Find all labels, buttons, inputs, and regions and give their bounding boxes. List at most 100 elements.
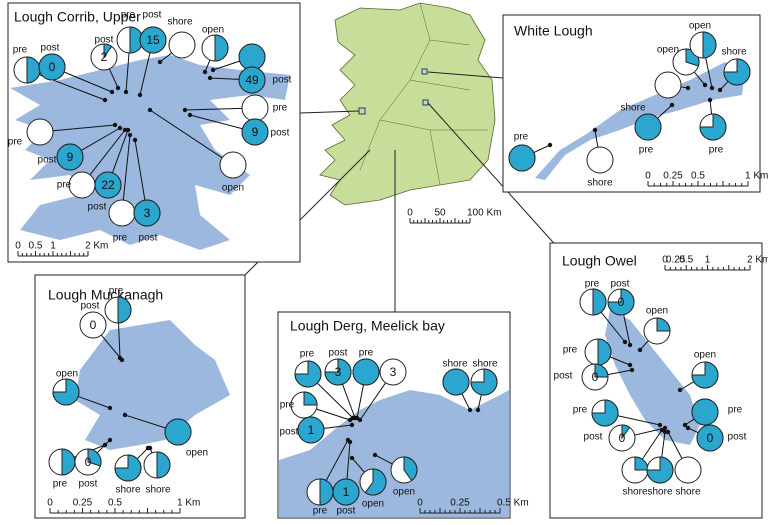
pie-count: 1 <box>308 423 315 437</box>
site-label: pre <box>13 45 28 56</box>
panel-title: Lough Derg, Meelick bay <box>290 318 445 334</box>
pie-count: 3 <box>335 365 342 379</box>
scale-label: 1 <box>705 255 711 266</box>
site-label: pre <box>313 506 328 517</box>
pie-share <box>591 399 619 427</box>
ireland-map <box>319 2 496 206</box>
site-label: shore <box>721 47 746 58</box>
lake <box>10 55 290 250</box>
site-label: post <box>728 432 747 443</box>
site-label: shore <box>587 178 612 189</box>
pie-share <box>238 43 266 71</box>
leader-line <box>159 52 173 63</box>
scale-label: 0 <box>645 171 651 182</box>
leader-line <box>594 129 599 148</box>
pie-outline <box>241 94 269 122</box>
site-dot <box>627 342 633 348</box>
scale-label: 0 <box>407 208 413 219</box>
panel-frame <box>502 14 761 193</box>
pie-share <box>114 454 142 482</box>
scale-label: 2 Km <box>747 255 768 266</box>
pie-share <box>303 391 318 406</box>
pie-share <box>470 368 498 396</box>
leader-line <box>89 129 126 176</box>
pie-outline <box>654 71 682 99</box>
site-label: open <box>694 350 716 361</box>
site-dot <box>349 422 355 428</box>
scale-label: 1 <box>50 241 56 252</box>
pie-share <box>646 456 674 484</box>
site-label: pre <box>514 132 529 143</box>
site-dot <box>123 89 129 95</box>
site-label: open <box>202 25 224 36</box>
overview-scale: 0 50 100 Km <box>407 208 501 224</box>
site-dot <box>547 142 553 148</box>
leader-line <box>693 71 706 86</box>
pie-share <box>442 368 470 396</box>
pie-count: 22 <box>101 178 115 192</box>
leader-line <box>679 381 695 391</box>
site-dot <box>202 69 208 75</box>
scale-label: 50 <box>434 208 446 219</box>
pie-share <box>332 478 360 506</box>
leader-line <box>641 429 663 460</box>
scale-label: 0.5 <box>691 171 705 182</box>
panel-title: Lough Muckanagh <box>48 287 163 303</box>
site-dot <box>132 137 138 143</box>
leader-line <box>139 52 151 96</box>
scale-label: 0 <box>417 498 423 509</box>
site-label: post <box>280 427 299 438</box>
pie-share <box>38 53 66 81</box>
pie-share <box>621 424 631 440</box>
site-label: shore <box>622 487 647 498</box>
leader-line <box>661 431 666 458</box>
site-label: post <box>88 202 107 213</box>
pie-share <box>723 58 751 86</box>
leader-line <box>78 395 111 409</box>
pie-share <box>352 358 380 386</box>
site-label: shore <box>620 103 645 114</box>
scale-label: 0.25 <box>450 498 470 509</box>
leader-line <box>461 393 471 411</box>
site-label: post <box>41 43 60 54</box>
pie-count: 0 <box>592 370 599 384</box>
site-label: open <box>657 45 679 56</box>
site-dot <box>347 439 353 445</box>
pie-share <box>592 288 607 316</box>
pie-share <box>87 448 102 467</box>
pie-share <box>133 199 161 227</box>
site-dot <box>717 87 723 93</box>
scale-label: 0.25 <box>663 171 683 182</box>
scale-label: 1 Km <box>745 171 768 182</box>
site-label: shore <box>115 485 140 496</box>
site-dot <box>147 445 153 451</box>
scale-label: 1 Km <box>177 498 200 509</box>
site-label: open <box>646 306 668 317</box>
scale-label: 0 <box>47 498 53 509</box>
pie-share <box>324 358 352 386</box>
leader-line <box>118 322 121 359</box>
site-label: pre <box>57 180 72 191</box>
pie-share <box>691 398 719 426</box>
site-label: post <box>79 479 98 490</box>
site-label: pre <box>121 10 136 21</box>
pie-count: 2 <box>101 50 108 64</box>
site-label: shore <box>472 359 497 370</box>
site-dot <box>112 122 118 128</box>
site-dot <box>685 425 691 431</box>
pie-count: 1 <box>343 485 350 499</box>
site-dot <box>107 437 113 443</box>
pie-count: 49 <box>245 73 259 87</box>
leader-line <box>623 314 631 346</box>
site-label: shore <box>442 359 467 370</box>
site-label: pre <box>109 286 124 297</box>
site-dot <box>210 67 216 73</box>
pie-share <box>594 363 609 378</box>
panel-title: Lough Corrib, Upper <box>14 9 141 25</box>
leader-line <box>136 447 149 460</box>
site-label: pre <box>53 479 68 490</box>
leader-line <box>533 144 551 153</box>
site-dot <box>125 127 131 133</box>
site-label: post <box>337 506 356 517</box>
site-label: pre <box>359 348 374 359</box>
